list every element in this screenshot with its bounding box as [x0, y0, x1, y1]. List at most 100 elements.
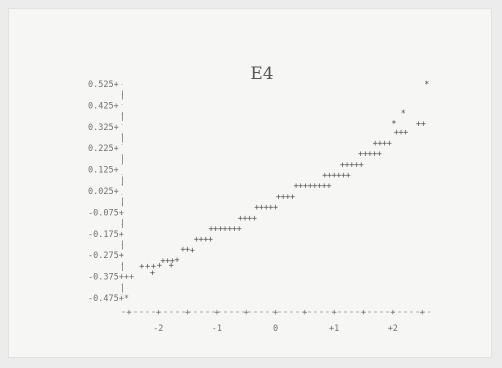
y-tick-label: -0.275+: [88, 251, 124, 261]
data-point: +: [340, 160, 345, 170]
data-point: *: [424, 80, 429, 90]
data-point: +: [242, 214, 247, 224]
x-tick-label: +2: [388, 324, 398, 334]
data-point: +: [363, 150, 368, 160]
data-point: +: [273, 203, 278, 213]
x-axis-mark: +: [390, 308, 395, 318]
data-point: +: [169, 261, 174, 271]
x-axis-mark: +: [332, 308, 337, 318]
data-point: +: [382, 139, 387, 149]
y-axis-minor-mark: |: [120, 91, 125, 101]
data-point: +: [346, 171, 351, 181]
y-axis-minor-mark: |: [120, 176, 125, 186]
x-axis-mark: +: [214, 308, 219, 318]
data-point: +: [367, 150, 372, 160]
data-point: +: [139, 262, 144, 272]
chart-title: E4: [250, 64, 273, 84]
data-point: +: [349, 160, 354, 170]
data-point: +: [237, 224, 242, 234]
data-point: +: [254, 203, 259, 213]
y-tick-label: 0.525+: [88, 80, 119, 90]
data-point: +: [359, 160, 364, 170]
data-point: +: [377, 139, 382, 149]
data-point: +: [322, 182, 327, 192]
data-point: +: [336, 171, 341, 181]
x-tick-label: 0: [273, 324, 278, 334]
x-tick-label: -2: [153, 324, 163, 334]
y-axis-minor-mark: |: [120, 155, 125, 165]
x-tick-label: +1: [329, 324, 339, 334]
data-point: +: [354, 160, 359, 170]
chart-canvas: E4 0.525+|0.425+|0.325+|0.225+|0.125+|0.…: [88, 64, 430, 334]
data-point: +: [276, 192, 281, 202]
y-axis-minor-mark: |: [120, 134, 125, 144]
data-point: +: [326, 182, 331, 192]
data-point: +: [208, 224, 213, 234]
chart-axes: 0.525+|0.425+|0.325+|0.225+|0.125+|0.025…: [88, 80, 430, 334]
data-point: +: [341, 171, 346, 181]
data-point: +: [157, 261, 162, 271]
data-point: +: [208, 235, 213, 245]
y-tick-label: -0.075+: [88, 208, 124, 218]
data-point: +: [190, 246, 195, 256]
data-point: +: [259, 203, 264, 213]
y-tick-label: 0.425+: [88, 101, 119, 111]
data-point: +: [238, 214, 243, 224]
data-point: +: [322, 171, 327, 181]
data-point: +: [421, 120, 426, 130]
x-axis-mark: +: [302, 308, 307, 318]
x-axis-mark: +: [273, 308, 278, 318]
data-point: +: [151, 262, 156, 272]
data-point: +: [372, 150, 377, 160]
data-point: +: [223, 224, 228, 234]
data-point: +: [180, 245, 185, 255]
data-point: +: [203, 235, 208, 245]
y-axis-minor-mark: |: [120, 198, 125, 208]
data-point: +: [174, 255, 179, 265]
data-point: +: [312, 182, 317, 192]
y-tick-label: -0.175+: [88, 230, 124, 240]
data-point: +: [185, 245, 190, 255]
x-axis-mark: +: [185, 308, 190, 318]
data-point: +: [373, 139, 378, 149]
data-point: +: [358, 150, 363, 160]
data-point: +: [377, 150, 382, 160]
data-point: +: [332, 171, 337, 181]
data-point: +: [194, 235, 199, 245]
x-axis-mark: +: [420, 308, 425, 318]
data-point: +: [227, 224, 232, 234]
data-point: +: [327, 171, 332, 181]
x-axis-mark: +: [156, 308, 161, 318]
data-point: +: [264, 203, 269, 213]
x-axis-mark: +: [361, 308, 366, 318]
data-point: *: [401, 109, 406, 119]
data-point: +: [268, 203, 273, 213]
data-point: +: [308, 182, 313, 192]
y-axis-minor-mark: |: [120, 262, 125, 272]
data-point: +: [293, 182, 298, 192]
data-point: +: [285, 192, 290, 202]
data-point: +: [247, 214, 252, 224]
y-axis-minor-mark: |: [120, 283, 125, 293]
chart-frame: E4 0.525+ | 0.425+ | 0.325+ | 0.225+ | 0.125+ | 0.…: [8, 8, 492, 358]
data-point: *: [391, 120, 396, 130]
chart-points: + + + +++ + + +++ + ++ + + ++ + + + + + ++ + + ++ + + + ++ + + ++ + +…: [139, 80, 429, 278]
data-point: +: [170, 257, 175, 267]
data-point: +: [398, 128, 403, 138]
y-tick-label: 0.325+: [88, 123, 119, 133]
x-axis-mark: +: [126, 308, 131, 318]
data-point: +: [290, 192, 295, 202]
y-tick-label: 0.125+: [88, 166, 119, 176]
y-tick-label: 0.025+: [88, 187, 119, 197]
x-axis-mark: +: [244, 308, 249, 318]
y-tick-label: -0.475+*: [88, 294, 129, 304]
y-axis-minor-mark: |: [120, 219, 125, 229]
data-point: +: [394, 128, 399, 138]
data-point: +: [298, 182, 303, 192]
data-point: +: [232, 224, 237, 234]
data-point: +: [317, 182, 322, 192]
data-point: +: [218, 224, 223, 234]
data-point: +: [303, 182, 308, 192]
y-tick-label: -0.375+++: [88, 273, 134, 283]
data-point: +: [387, 139, 392, 149]
